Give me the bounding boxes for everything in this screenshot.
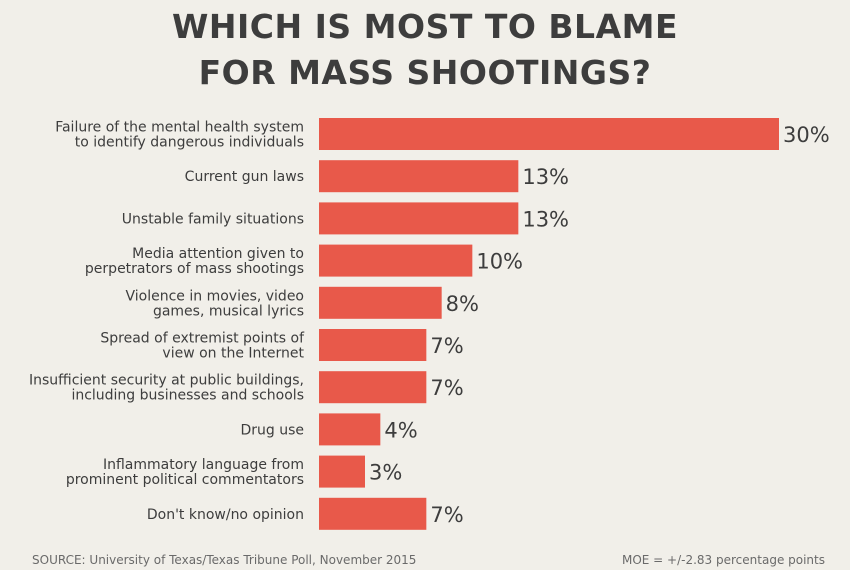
category-label-line: Unstable family situations (122, 211, 304, 227)
category-label: Violence in movies, video games, musical … (126, 288, 305, 319)
chart-title-line-2: FOR MASS SHOOTINGS? (198, 53, 652, 92)
bar (319, 160, 519, 193)
category-label-line: Don't know/no opinion (147, 507, 304, 523)
category-label-line: perpetrators of mass shootings (85, 261, 304, 277)
bar-row: 13% Current gun laws (185, 160, 569, 193)
bar-value-label: 7% (430, 334, 463, 358)
category-label-line: Spread of extremist points of (100, 331, 305, 347)
bar-row: 10% Media attention given to perpetrators … (85, 244, 523, 277)
bar-value-label: 4% (384, 418, 417, 442)
category-label-line: including businesses and schools (71, 388, 304, 404)
bar-row: 30% Failure of the mental health system to… (55, 118, 830, 151)
bar (319, 202, 519, 235)
category-label: Unstable family situations (122, 211, 304, 227)
bar-value-label: 8% (446, 292, 479, 316)
bar (319, 244, 473, 277)
category-label-line: Media attention given to (132, 246, 304, 262)
source-note: SOURCE: University of Texas/Texas Tribun… (32, 553, 417, 567)
bar-value-label: 7% (430, 376, 463, 400)
chart-title: WHICH IS MOST TO BLAME FOR MASS SHOOTING… (0, 4, 850, 96)
category-label-line: Drug use (240, 422, 304, 438)
category-label-line: view on the Internet (162, 346, 304, 362)
category-label-line: prominent political commentators (66, 472, 304, 488)
category-label: Failure of the mental health system to id… (55, 120, 304, 151)
bar-row: 7% Don't know/no opinion (147, 497, 464, 530)
category-label: Insufficient security at public building… (29, 373, 304, 404)
bar-row: 4% Drug use (240, 413, 418, 446)
bar (319, 118, 779, 150)
category-label-line: Inflammatory language from (103, 457, 304, 473)
category-label-line: Failure of the mental health system (55, 120, 304, 136)
bar-value-label: 13% (522, 207, 569, 231)
bar (319, 413, 381, 446)
bar-value-label: 3% (369, 461, 402, 485)
bar-value-label: 30% (783, 123, 830, 147)
category-label: Spread of extremist points of view on the… (100, 331, 305, 362)
bar (319, 455, 365, 488)
category-label: Don't know/no opinion (147, 507, 304, 523)
category-label: Media attention given to perpetrators of … (85, 246, 304, 277)
category-label: Drug use (240, 422, 304, 438)
bar-value-label: 10% (476, 250, 523, 274)
category-label-line: to identify dangerous individuals (75, 135, 304, 151)
category-label: Current gun laws (185, 169, 304, 185)
margin-of-error-note: MOE = +/-2.83 percentage points (621, 553, 825, 567)
bar (319, 497, 427, 530)
bar (319, 329, 427, 361)
bar-value-label: 7% (430, 503, 463, 527)
bar-row: 8% Violence in movies, video games, musica… (126, 286, 479, 319)
category-label-line: Current gun laws (185, 169, 304, 185)
bar-value-label: 13% (522, 165, 569, 189)
bar-row: 7% Spread of extremist points of view on t… (100, 329, 464, 362)
bar-row: 7% Insufficient security at public buildi… (29, 371, 464, 404)
bar-row: 13% Unstable family situations (122, 202, 569, 235)
category-label-line: Violence in movies, video (126, 288, 305, 304)
chart-title-line-1: WHICH IS MOST TO BLAME (172, 7, 678, 46)
bar (319, 371, 427, 404)
bar-row: 3% Inflammatory language from prominent po… (66, 455, 402, 488)
category-label: Inflammatory language from prominent poli… (66, 457, 304, 488)
category-label-line: games, musical lyrics (153, 303, 304, 319)
bar (319, 286, 442, 319)
category-label-line: Insufficient security at public building… (29, 373, 304, 389)
